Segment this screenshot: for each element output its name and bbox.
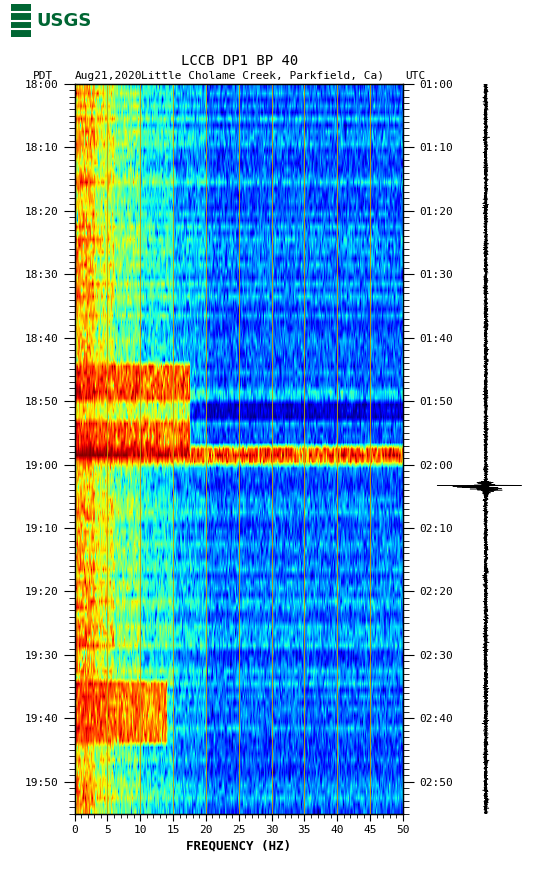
X-axis label: FREQUENCY (HZ): FREQUENCY (HZ) [186,839,291,853]
Text: Little Cholame Creek, Parkfield, Ca): Little Cholame Creek, Parkfield, Ca) [141,70,384,81]
Text: USGS: USGS [36,12,92,29]
FancyBboxPatch shape [11,4,31,37]
Text: UTC: UTC [406,70,426,81]
Text: Aug21,2020: Aug21,2020 [75,70,142,81]
Text: LCCB DP1 BP 40: LCCB DP1 BP 40 [182,54,299,68]
Text: PDT: PDT [33,70,54,81]
